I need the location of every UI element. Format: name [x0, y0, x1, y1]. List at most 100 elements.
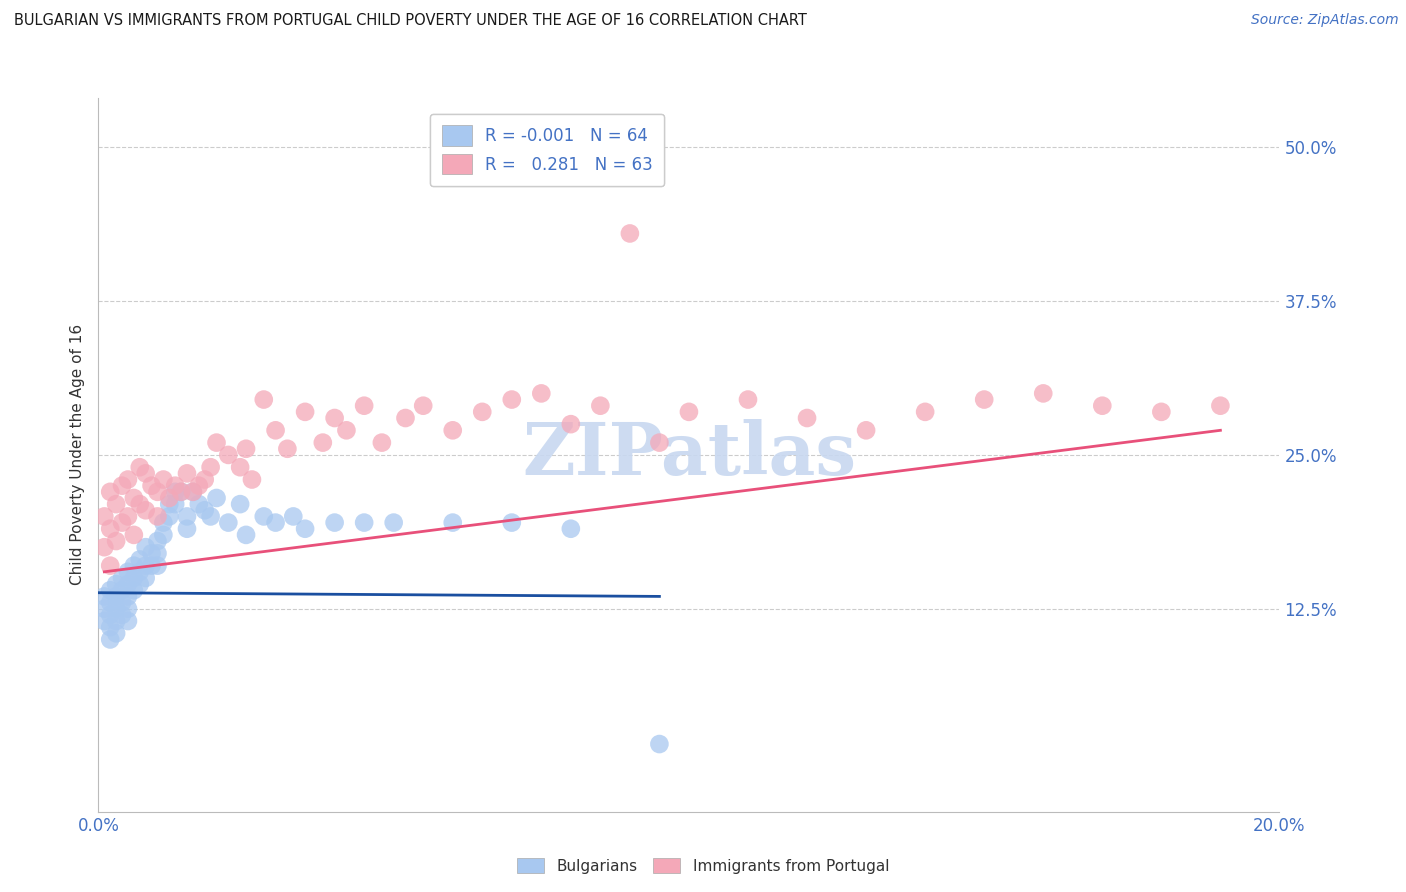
Point [122, 571, 145, 585]
Point [117, 509, 139, 524]
Point [371, 435, 394, 450]
Point [111, 516, 134, 530]
Point [98, 558, 121, 573]
Point [619, 227, 641, 241]
Point [152, 528, 174, 542]
Point [111, 478, 134, 492]
Point [98, 522, 121, 536]
Point [146, 534, 169, 549]
Point [98, 484, 121, 499]
Point [105, 601, 128, 615]
Point [117, 614, 139, 628]
Point [165, 497, 187, 511]
Point [122, 583, 145, 598]
Point [141, 558, 163, 573]
Point [122, 491, 145, 505]
Point [560, 522, 582, 536]
Point [1209, 399, 1232, 413]
Point [98, 596, 121, 610]
Point [105, 590, 128, 604]
Point [176, 509, 198, 524]
Point [128, 497, 150, 511]
Point [530, 386, 553, 401]
Point [737, 392, 759, 407]
Point [187, 478, 209, 492]
Point [382, 516, 405, 530]
Point [157, 491, 180, 505]
Point [128, 552, 150, 566]
Point [135, 558, 157, 573]
Point [1032, 386, 1054, 401]
Point [648, 737, 671, 751]
Point [117, 601, 139, 615]
Point [560, 417, 582, 432]
Point [122, 528, 145, 542]
Point [135, 540, 157, 554]
Point [146, 558, 169, 573]
Point [117, 473, 139, 487]
Point [323, 411, 346, 425]
Point [264, 423, 287, 437]
Point [128, 460, 150, 475]
Point [117, 590, 139, 604]
Point [283, 509, 305, 524]
Point [181, 484, 204, 499]
Point [855, 423, 877, 437]
Point [165, 484, 187, 499]
Point [152, 516, 174, 530]
Point [276, 442, 298, 456]
Point [93, 590, 115, 604]
Point [194, 503, 217, 517]
Point [312, 435, 335, 450]
Point [157, 497, 180, 511]
Point [105, 497, 128, 511]
Point [264, 516, 287, 530]
Point [98, 620, 121, 634]
Point [152, 473, 174, 487]
Point [205, 435, 228, 450]
Point [146, 546, 169, 560]
Point [412, 399, 434, 413]
Point [111, 583, 134, 598]
Point [187, 497, 209, 511]
Point [678, 405, 700, 419]
Point [98, 607, 121, 622]
Point [501, 516, 523, 530]
Point [323, 516, 346, 530]
Point [105, 614, 128, 628]
Point [217, 448, 239, 462]
Point [253, 509, 276, 524]
Point [353, 516, 375, 530]
Point [648, 435, 671, 450]
Point [240, 473, 263, 487]
Point [200, 509, 222, 524]
Point [914, 405, 936, 419]
Point [1150, 405, 1173, 419]
Point [157, 509, 180, 524]
Point [335, 423, 357, 437]
Point [170, 484, 193, 499]
Point [170, 484, 193, 499]
Point [294, 522, 316, 536]
Text: Source: ZipAtlas.com: Source: ZipAtlas.com [1251, 13, 1399, 28]
Point [217, 516, 239, 530]
Point [205, 491, 228, 505]
Point [471, 405, 494, 419]
Point [1091, 399, 1114, 413]
Point [117, 577, 139, 591]
Point [165, 478, 187, 492]
Text: ZIPatlas: ZIPatlas [522, 419, 856, 491]
Point [294, 405, 316, 419]
Point [235, 528, 257, 542]
Point [194, 473, 217, 487]
Point [128, 565, 150, 579]
Point [98, 583, 121, 598]
Point [589, 399, 612, 413]
Point [117, 565, 139, 579]
Point [973, 392, 995, 407]
Point [441, 423, 464, 437]
Point [253, 392, 276, 407]
Point [353, 399, 375, 413]
Legend: Bulgarians, Immigrants from Portugal: Bulgarians, Immigrants from Portugal [510, 852, 896, 880]
Point [135, 467, 157, 481]
